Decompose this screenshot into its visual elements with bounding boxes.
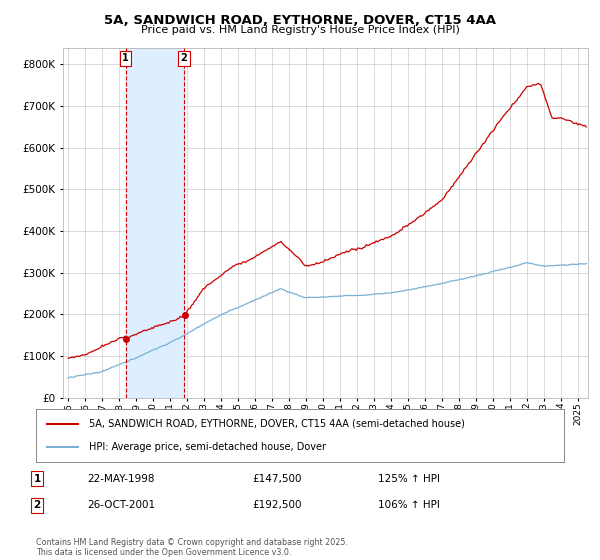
Text: 26-OCT-2001: 26-OCT-2001 xyxy=(87,500,155,510)
Bar xyxy=(125,48,184,398)
Text: 125% ↑ HPI: 125% ↑ HPI xyxy=(378,474,440,484)
Text: 106% ↑ HPI: 106% ↑ HPI xyxy=(378,500,440,510)
Text: 22-MAY-1998: 22-MAY-1998 xyxy=(87,474,155,484)
Text: 2: 2 xyxy=(181,53,187,63)
Text: £147,500: £147,500 xyxy=(252,474,302,484)
Text: Price paid vs. HM Land Registry's House Price Index (HPI): Price paid vs. HM Land Registry's House … xyxy=(140,25,460,35)
Text: 2: 2 xyxy=(34,500,41,510)
Text: 5A, SANDWICH ROAD, EYTHORNE, DOVER, CT15 4AA (semi-detached house): 5A, SANDWICH ROAD, EYTHORNE, DOVER, CT15… xyxy=(89,419,464,429)
Text: 1: 1 xyxy=(34,474,41,484)
Text: Contains HM Land Registry data © Crown copyright and database right 2025.
This d: Contains HM Land Registry data © Crown c… xyxy=(36,538,348,557)
Text: £192,500: £192,500 xyxy=(252,500,302,510)
Text: 1: 1 xyxy=(122,53,129,63)
Text: HPI: Average price, semi-detached house, Dover: HPI: Average price, semi-detached house,… xyxy=(89,442,326,452)
Text: 5A, SANDWICH ROAD, EYTHORNE, DOVER, CT15 4AA: 5A, SANDWICH ROAD, EYTHORNE, DOVER, CT15… xyxy=(104,14,496,27)
